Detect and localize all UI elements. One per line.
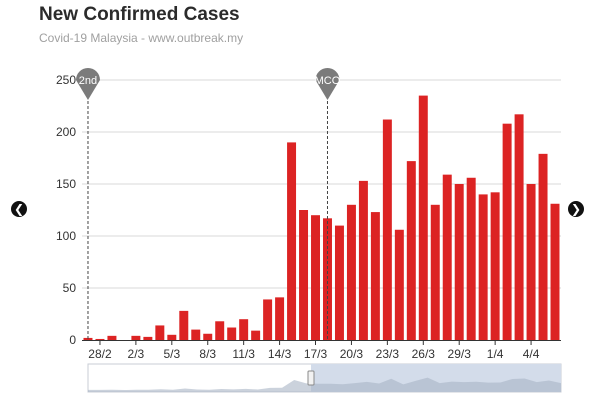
map-pin-icon — [315, 68, 340, 100]
bar — [251, 330, 261, 340]
bar — [155, 325, 165, 340]
bar — [502, 123, 512, 341]
bar — [107, 335, 117, 340]
x-axis-ticks: 28/2 2/3 5/3 8/3 11/3 14/3 17/3 20/3 23/3 26/3 29/… — [88, 340, 540, 361]
bar — [466, 177, 476, 340]
bar — [239, 319, 249, 340]
chevron-right-icon[interactable]: ❯ — [568, 201, 584, 217]
navigator-series — [88, 377, 561, 392]
bar — [454, 184, 464, 340]
x-tick-label: 29/3 — [448, 347, 472, 361]
y-axis-ticks: 0 50 100 150 200 250 — [56, 73, 76, 347]
bar — [287, 142, 297, 340]
annotations: 2nd MCO — [75, 68, 341, 340]
bar — [358, 180, 368, 340]
bar — [538, 153, 548, 340]
annotation-marker: MCO — [315, 68, 341, 340]
y-tick-label: 100 — [56, 229, 76, 243]
bar — [442, 174, 452, 340]
x-tick-label: 23/3 — [376, 347, 400, 361]
bar — [227, 327, 237, 340]
bar — [550, 203, 560, 340]
bar — [478, 194, 488, 340]
x-tick-label: 8/3 — [199, 347, 216, 361]
range-navigator[interactable] — [87, 363, 562, 393]
x-tick-label: 4/4 — [523, 347, 540, 361]
bar — [334, 225, 344, 340]
annotation-marker: 2nd — [75, 68, 100, 340]
bar — [430, 204, 440, 340]
bar — [215, 321, 225, 340]
bar — [191, 329, 201, 340]
y-tick-label: 250 — [56, 73, 76, 87]
bar — [526, 184, 536, 340]
bar — [346, 204, 356, 340]
bar — [311, 215, 320, 340]
bar — [490, 192, 500, 340]
x-tick-label: 28/2 — [88, 347, 112, 361]
bar — [143, 336, 153, 340]
x-tick-label: 26/3 — [412, 347, 436, 361]
bar — [299, 210, 309, 340]
bar — [263, 299, 273, 340]
bar — [382, 119, 392, 341]
y-tick-label: 150 — [56, 177, 76, 191]
y-tick-label: 200 — [56, 125, 76, 139]
navigator-handle[interactable] — [307, 370, 315, 386]
bars — [83, 95, 560, 341]
y-tick-label: 50 — [63, 281, 77, 295]
bar — [514, 114, 524, 340]
chart-subtitle: Covid-19 Malaysia - www.outbreak.my — [39, 31, 244, 45]
bar — [95, 338, 105, 340]
bar — [131, 335, 141, 340]
bar — [370, 212, 380, 340]
bar — [394, 229, 404, 340]
map-pin-icon — [75, 68, 100, 100]
y-tick-label: 0 — [69, 333, 76, 347]
bar — [323, 218, 332, 340]
x-tick-label: 17/3 — [304, 347, 328, 361]
bar — [167, 334, 177, 340]
bar — [179, 310, 189, 340]
x-tick-label: 11/3 — [232, 347, 255, 361]
x-tick-label: 14/3 — [268, 347, 292, 361]
gridlines — [82, 79, 561, 289]
annotation-label: 2nd — [79, 75, 97, 87]
x-tick-label: 5/3 — [163, 347, 180, 361]
annotation-label: MCO — [315, 75, 341, 87]
x-tick-label: 20/3 — [340, 347, 364, 361]
x-tick-label: 1/4 — [487, 347, 504, 361]
x-tick-label: 2/3 — [128, 347, 145, 361]
bar — [418, 95, 428, 340]
bar — [406, 161, 416, 340]
bar — [203, 333, 213, 340]
chevron-left-icon[interactable]: ❮ — [11, 201, 27, 217]
bar — [275, 297, 285, 340]
chart-title: New Confirmed Cases — [39, 4, 240, 25]
